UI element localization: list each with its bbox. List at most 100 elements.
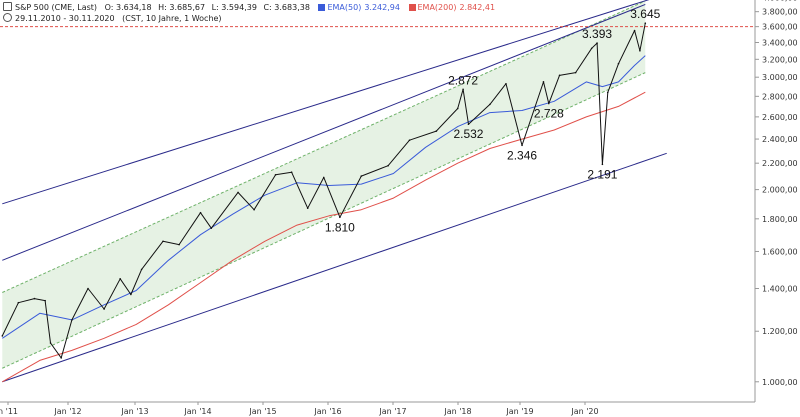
price-point [199,211,202,214]
annotation-label: 2.191 [587,167,617,181]
price-point [322,176,325,179]
chart-header-line1: S&P 500 (CME, Last) O: 3.634,18 H: 3.685… [3,2,495,12]
price-point [103,308,105,310]
price-point [548,102,550,105]
price-point [408,139,411,142]
ema200-label: EMA(200) [417,3,457,12]
price-point [119,277,121,280]
trendlines [2,0,667,383]
y-tick-label: 4.000,00 [762,0,798,2]
annotation-label: 3.645 [630,7,660,21]
ema200-value: 2.842,41 [459,3,496,12]
x-tick-label: Jan '20 [570,407,598,416]
y-tick-label: 2.000,00 [762,186,798,195]
price-point [162,240,164,243]
x-tick-label: Jan '13 [120,407,148,416]
price-point [489,103,491,106]
clock-icon [3,13,12,22]
price-point [17,301,20,304]
y-tick-label: 2.400,00 [762,135,798,144]
ema50-value: 3.242,94 [364,3,400,12]
price-point [467,123,470,126]
open-value: O: 3.634,18 [104,3,152,12]
price-point [644,22,647,25]
annotation-label: 2.346 [507,148,537,162]
y-tick-label: 3.000,00 [762,73,798,82]
annotations: 3.645 3.393 2.872 2.532 2.728 2.346 2.191 1.810 [325,7,661,234]
low-value: L: 3.594,39 [211,3,257,12]
ema50-legend: EMA(50) 3.242,94 [318,3,400,12]
price-point [49,342,52,344]
price-point [542,81,545,83]
annotation-label: 1.810 [325,220,355,234]
price-point [617,62,620,65]
x-tick-label: n '11 [0,407,18,416]
ema200-legend: EMA(200) 2.842,41 [408,3,496,12]
y-tick-label: 3.600,00 [762,23,798,32]
y-tick-label: 1.600,00 [762,247,798,256]
price-point [596,42,598,44]
y-tick-label: 2.800,00 [762,92,798,101]
y-tick-label: 1.200,00 [762,327,798,336]
x-tick-label: Jan '14 [183,407,211,416]
price-point [210,227,213,230]
price-point [521,144,523,147]
x-tick-label: Jan '15 [248,407,276,416]
x-tick-label: Jan '12 [53,407,81,416]
ema200-line [2,91,646,383]
channel-lower-line [2,72,646,369]
y-tick-label: 3.200,00 [762,55,798,64]
x-tick-label: Jan '17 [378,407,406,416]
y-tick-label: 3.400,00 [762,39,798,48]
price-point [60,357,63,359]
price-point [1,335,4,337]
trendline [2,3,646,261]
price-point [606,91,609,94]
price-point [178,243,180,246]
price-point [456,107,459,110]
price-point [505,82,507,85]
y-tick-label: 3.800,00 [762,8,798,17]
price-point [253,208,255,211]
y-axis-background [755,0,800,417]
ema50-line [2,55,646,339]
price-point [387,164,389,167]
ema200-swatch-icon [408,4,416,11]
instrument-name: S&P 500 (CME, Last) [15,3,98,12]
price-point [130,293,132,296]
price-point [306,207,309,210]
y-tick-label: 2.600,00 [762,113,798,122]
ema50-swatch-icon [318,4,326,11]
y-tick-label: 1.800,00 [762,215,798,224]
price-point [274,173,277,176]
channel-upper-line [2,0,646,293]
price-point [639,49,641,52]
annotation-label: 3.393 [582,27,612,41]
series [1,22,647,383]
price-point [633,29,636,32]
y-tick-label: 2.200,00 [762,159,798,168]
open-close-icon[interactable] [3,2,12,11]
y-axis: 1.000,00 1.200,00 1.400,00 1.600,00 1.800,00… [754,0,800,417]
price-point [237,191,239,194]
y-tick-label: 1.000,00 [762,378,798,387]
price-point [590,47,593,50]
x-tick-label: Jan '19 [505,407,533,416]
price-point [601,163,604,166]
close-value: C: 3.683,38 [263,3,310,12]
date-range: 29.11.2010 - 30.11.2020 [15,14,115,23]
horizontal-level-line: 3.600,00 [0,20,800,33]
chart-header-line2: 29.11.2010 - 30.11.2020 (CST, 10 Jahre, … [3,13,222,23]
price-point [71,319,73,321]
price-point [574,71,577,74]
price-point [435,130,438,132]
price-point [87,287,89,290]
x-axis: n '11 Jan '12 Jan '13 Jan '14 Jan '15 Jan '16… [0,401,755,416]
trendline [2,0,650,205]
high-value: H: 3.685,67 [158,3,206,12]
price-point [290,171,293,173]
y-tick-label: 1.400,00 [762,284,798,293]
annotation-label: 2.872 [448,73,478,87]
